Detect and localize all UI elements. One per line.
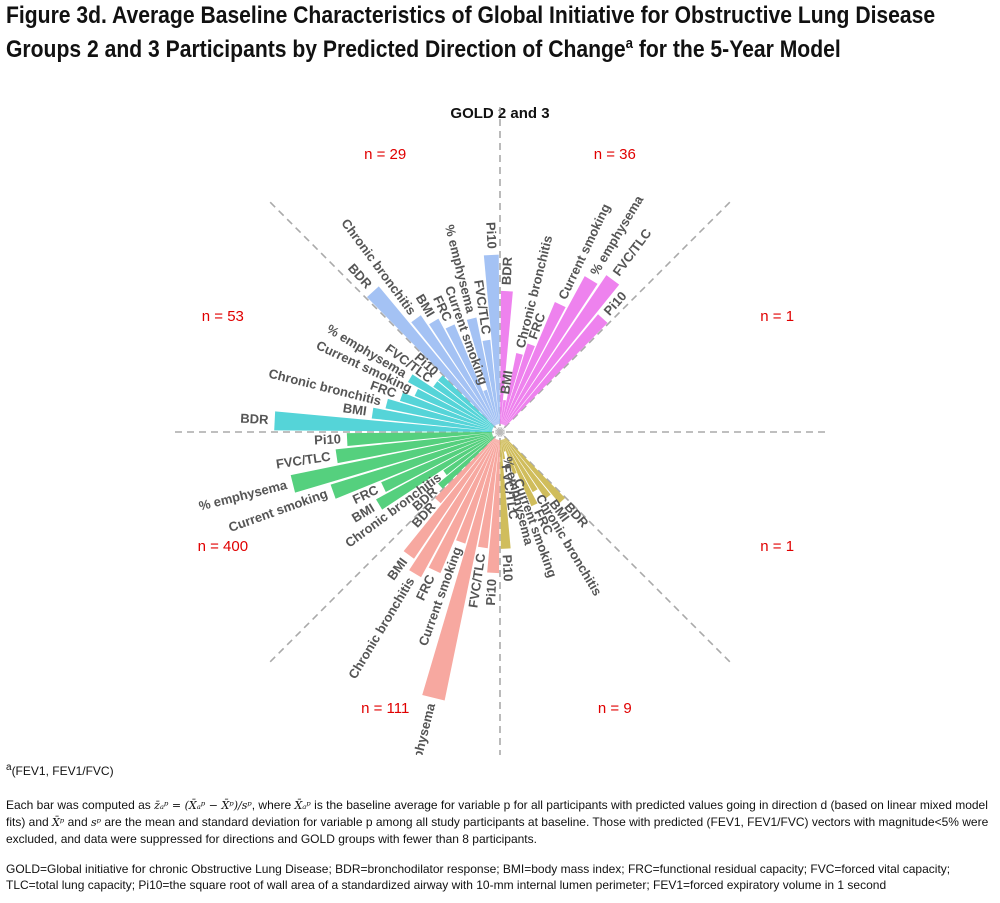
bar — [428, 439, 497, 574]
figure-title-text: Figure 3d. Average Baseline Characterist… — [6, 2, 936, 63]
bar — [500, 290, 513, 425]
footnote-formula-s: sᵖ — [90, 816, 102, 829]
bar — [330, 434, 493, 499]
bar — [403, 438, 496, 559]
chart-n-labels: n = 36 n = 1 n = 1 n = 9 n = 111 n = 400 n = 5… — [198, 146, 794, 717]
bar — [346, 432, 493, 446]
bar — [433, 381, 494, 428]
bar — [504, 438, 551, 499]
bar — [335, 432, 493, 464]
n-label: n = 1 — [760, 308, 794, 325]
footnote-bar-text-2: , where — [251, 798, 292, 812]
sector-divider — [503, 435, 731, 663]
footnote-formula-z: z̄ₐᵖ = (X̄ₐᵖ − X̄ᵖ)/sᵖ — [154, 799, 252, 812]
bar — [502, 439, 517, 475]
n-label: n = 1 — [760, 538, 794, 555]
bar — [376, 435, 494, 510]
n-label: n = 29 — [364, 146, 406, 163]
n-label: n = 111 — [361, 700, 409, 717]
bar — [443, 436, 494, 476]
bar — [381, 435, 493, 493]
bar-label: BDR — [240, 411, 269, 427]
sector-divider — [269, 201, 497, 429]
bar — [456, 439, 498, 544]
bar — [414, 388, 493, 429]
sector-dividers — [175, 107, 825, 755]
bar — [501, 439, 506, 452]
sector-divider — [503, 201, 731, 429]
bar-label: Pi10 — [483, 579, 499, 606]
bar — [504, 275, 620, 426]
bar — [503, 438, 538, 493]
bar — [483, 254, 500, 425]
bar — [503, 276, 598, 426]
bar — [501, 353, 523, 425]
bar — [434, 437, 495, 504]
bar — [407, 374, 494, 429]
bar — [482, 339, 500, 425]
bar — [411, 315, 496, 426]
footnote-abbreviations: GOLD=Global initiative for chronic Obstr… — [6, 862, 951, 892]
bar-label: FVC/TLC — [275, 449, 332, 472]
bar — [409, 438, 497, 578]
bar-label: Pi10 — [500, 554, 516, 581]
bar — [487, 439, 500, 574]
bar-label: BMI — [497, 369, 515, 395]
bar — [422, 439, 499, 701]
footnote-bar-text-4: and — [64, 815, 88, 829]
footnote-bar-text-5: are the mean and standard deviation for … — [6, 815, 989, 846]
bar — [366, 286, 495, 427]
n-label: n = 400 — [198, 538, 248, 555]
bar — [290, 433, 493, 493]
bar — [483, 389, 498, 425]
footnote-a-mark: a — [6, 762, 12, 773]
bar — [466, 317, 499, 425]
bar — [503, 439, 538, 507]
bar — [500, 399, 507, 425]
chart-bars — [274, 254, 620, 701]
bar-label: BDR — [499, 256, 515, 285]
chart-center-mark — [495, 427, 505, 437]
footnote-bar-text-1: Each bar was computed as — [6, 798, 151, 812]
bar-label: Pi10 — [314, 431, 341, 447]
bar — [438, 437, 495, 489]
figure-title-suffix: for the 5-Year Model — [633, 36, 841, 63]
sector-divider — [269, 435, 497, 663]
bar-label: Pi10 — [483, 222, 499, 249]
bar — [274, 411, 493, 432]
n-label: n = 53 — [202, 308, 244, 325]
bar — [505, 437, 566, 504]
bar — [385, 398, 493, 431]
bar — [500, 439, 506, 460]
figure-title-superscript: a — [625, 35, 633, 52]
bar — [438, 375, 495, 427]
bar — [503, 302, 566, 425]
n-label: n = 36 — [594, 146, 636, 163]
bar — [502, 343, 535, 425]
center-star-ray — [497, 427, 503, 437]
bar — [500, 439, 511, 549]
n-label: n = 9 — [598, 700, 632, 717]
footnote-a: a(FEV1, FEV1/FVC) — [6, 760, 991, 779]
footnote-a-text: (FEV1, FEV1/FVC) — [11, 764, 114, 778]
bar-label: Chronic bronchitis — [345, 575, 417, 682]
footnote-formula-x: X̄ᵖ — [52, 816, 65, 829]
footnote-bar-computation: Each bar was computed as z̄ₐᵖ = (X̄ₐᵖ − … — [6, 797, 991, 847]
bar — [399, 392, 493, 430]
bar — [371, 407, 493, 432]
bar — [445, 324, 497, 425]
footnote-bar-text-3: is the baseline average for variable p f… — [6, 798, 988, 829]
bar-label: BMI — [342, 400, 368, 418]
bar — [505, 314, 608, 427]
footnote-formula-xd: X̄ₐᵖ — [294, 799, 311, 812]
bar — [429, 318, 497, 426]
figure-title: Figure 3d. Average Baseline Characterist… — [6, 2, 987, 64]
bar — [477, 439, 500, 549]
